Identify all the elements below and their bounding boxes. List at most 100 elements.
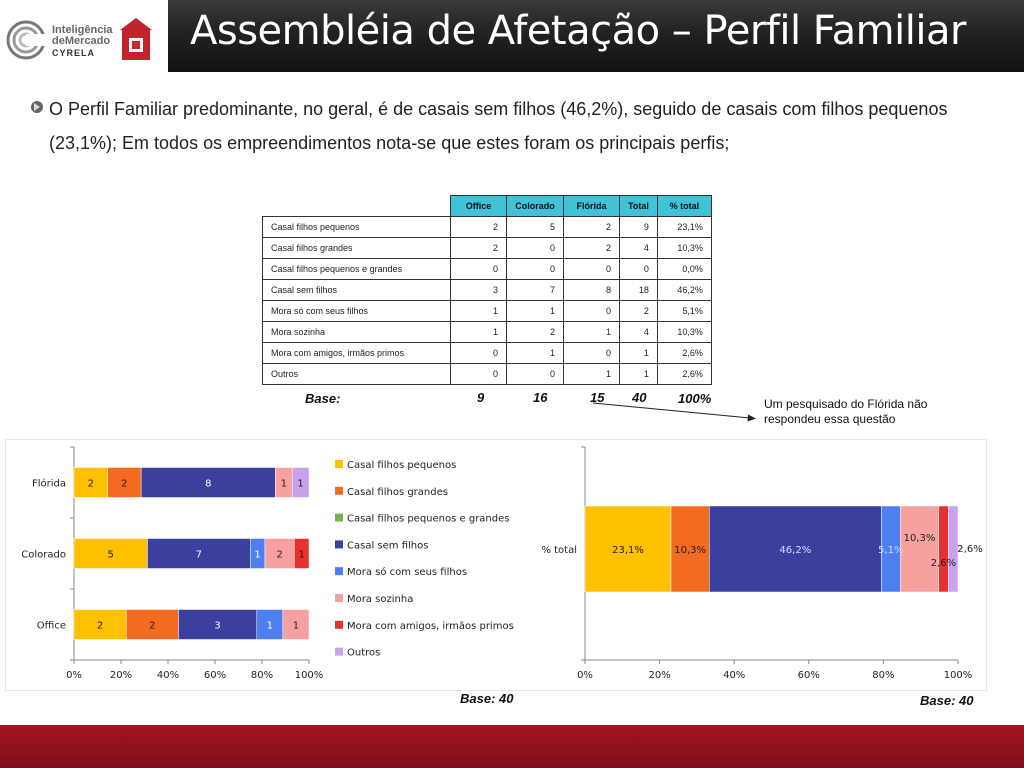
chart1-legend-label: Casal filhos pequenos: [347, 460, 456, 471]
footer-bar: [0, 725, 1024, 768]
chart2-x-tick-label: 20%: [648, 670, 670, 681]
chart2-base: Base: 40: [920, 693, 974, 708]
chart1-x-tick-label: 20%: [110, 670, 132, 681]
table-base-florida: 15: [590, 390, 605, 405]
chart1-legend-swatch: [335, 620, 343, 629]
chart1-bar-segment: [73, 467, 108, 498]
logo: Inteligência deMercado CYRELA: [6, 14, 166, 70]
chart1-legend-swatch: [335, 594, 343, 602]
chart2-x-tick-label: 0%: [577, 670, 593, 681]
chart1-legend-swatch: [335, 567, 343, 576]
table-row: Outros 0 0 1 1 2,6%: [262, 363, 712, 385]
col-header-colorado: Colorado: [506, 195, 564, 217]
chart1-data-label: 1: [267, 621, 273, 632]
chart2-data-label: 2,6%: [957, 544, 982, 555]
chart2-x-tick-label: 40%: [723, 670, 745, 681]
bullet-text: O Perfil Familiar predominante, no geral…: [49, 99, 948, 153]
chart1-data-label: 2: [276, 550, 282, 561]
logo-rings-icon: [6, 20, 48, 60]
chart2-bar-segment: [948, 505, 959, 593]
logo-line1: Inteligência: [52, 24, 113, 36]
chart2-category-label: % total: [541, 545, 577, 556]
chart1-legend-label: Outros: [347, 648, 380, 659]
table-row: Casal sem filhos 3 7 8 18 46,2%: [262, 279, 712, 301]
chart1-data-label: 5: [108, 550, 114, 561]
chart1-category-label: Colorado: [21, 550, 66, 561]
chart2-data-label: 2,6%: [931, 558, 956, 569]
chart1-bar-segment: [140, 467, 276, 498]
chart1-legend-swatch: [335, 647, 343, 656]
col-header-pct: % total: [656, 195, 712, 217]
chart2-data-label: 10,3%: [674, 545, 706, 556]
cell-florida: 1: [563, 321, 620, 343]
chart1-data-label: 1: [297, 479, 303, 490]
chart1-bar-segment: [73, 609, 127, 640]
chart2-bar-segment: [938, 505, 949, 593]
table-base-pct: 100%: [678, 391, 712, 406]
chart2-x-tick-label: 100%: [944, 670, 973, 681]
cell-office: 0: [450, 363, 507, 385]
chart1-category-label: Office: [37, 621, 66, 632]
chart2-bar-segment: [584, 505, 672, 593]
chart2-data-label: 46,2%: [779, 545, 811, 556]
chart1-data-label: 7: [196, 550, 202, 561]
chart2-x-tick-label: 80%: [872, 670, 894, 681]
house-icon: [120, 18, 152, 60]
chart1-bar-segment: [73, 538, 148, 569]
chart1-legend-label: Mora com amigos, irmãos primos: [347, 621, 514, 632]
chart1-legend-label: Casal filhos grandes: [347, 487, 448, 498]
chart1-bar-segment: [294, 538, 310, 569]
chart1-data-label: 1: [293, 621, 299, 632]
table-row: Casal filhos pequenos e grandes 0 0 0 0 0,0%: [262, 258, 712, 280]
chart1-x-tick-label: 0%: [66, 670, 82, 681]
chart1-bar-segment: [256, 609, 284, 640]
chart1-legend-label: Casal filhos pequenos e grandes: [347, 514, 509, 525]
chart2-bar-segment: [709, 505, 882, 593]
chart1-data-label: 1: [281, 479, 287, 490]
logo-line3: CYRELA: [52, 48, 96, 58]
chart2-bar-segment: [900, 505, 939, 593]
chart-total: 0% 20% 40% 60% 80% 100% % total 23,1% 10,3% 46,2%…: [541, 446, 983, 681]
chart1-x-tick-label: 60%: [204, 670, 226, 681]
chart1-legend-swatch: [335, 460, 343, 468]
table-base-total: 40: [632, 390, 647, 405]
chart1-bar-segment: [125, 609, 179, 640]
chart1-data-label: 2: [121, 479, 127, 490]
chart1-base: Base: 40: [460, 691, 514, 706]
chart1-legend-label: Mora sozinha: [347, 594, 413, 605]
table-base-office: 9: [477, 390, 485, 405]
logo-line2: deMercado: [52, 35, 111, 47]
chart1-data-label: 2: [88, 479, 94, 490]
chart1-x-tick-label: 40%: [157, 670, 179, 681]
chart1-x-tick-label: 80%: [251, 670, 273, 681]
chart2-data-label: 5,1%: [878, 545, 903, 556]
chart1-bar-segment: [147, 538, 251, 569]
col-header-florida: Flórida: [563, 195, 620, 217]
chart1-bar-segment: [282, 609, 310, 640]
table-row: Mora com amigos, irmãos primos 0 1 0 1 2,6%: [262, 342, 712, 364]
table-header-row: Office Colorado Flórida Total % total: [263, 195, 712, 217]
chart1-data-label: 2: [97, 621, 103, 632]
table-base-colorado: 16: [533, 390, 548, 405]
chart1-category-label: Flórida: [32, 478, 66, 490]
bullet-arrow-icon: [31, 101, 43, 113]
chart2-bar-segment: [670, 505, 710, 593]
table-base-label: Base:: [305, 391, 341, 406]
chart1-bar-segment: [264, 538, 295, 569]
chart1-x-tick-label: 100%: [295, 670, 324, 681]
chart1-data-label: 2: [149, 621, 155, 632]
header: Inteligência deMercado CYRELA Assembléia…: [0, 0, 1024, 72]
chart1-legend-label: Mora só com seus filhos: [347, 566, 467, 578]
chart1-legend-swatch: [335, 540, 343, 549]
chart2-x-tick-label: 60%: [798, 670, 820, 681]
chart2-data-label: 23,1%: [612, 545, 644, 556]
cell-pct: 2,6%: [656, 363, 712, 385]
chart1-legend-swatch: [335, 513, 343, 522]
data-table: Office Colorado Flórida Total % total Ca…: [262, 195, 712, 385]
table-row: Mora sozinha 1 2 1 4 10,3%: [262, 321, 712, 343]
note-text: Um pesquisado do Flórida não respondeu e…: [764, 397, 928, 426]
chart1-legend-label: Casal sem filhos: [347, 540, 428, 551]
chart1-bar-segment: [107, 467, 142, 498]
